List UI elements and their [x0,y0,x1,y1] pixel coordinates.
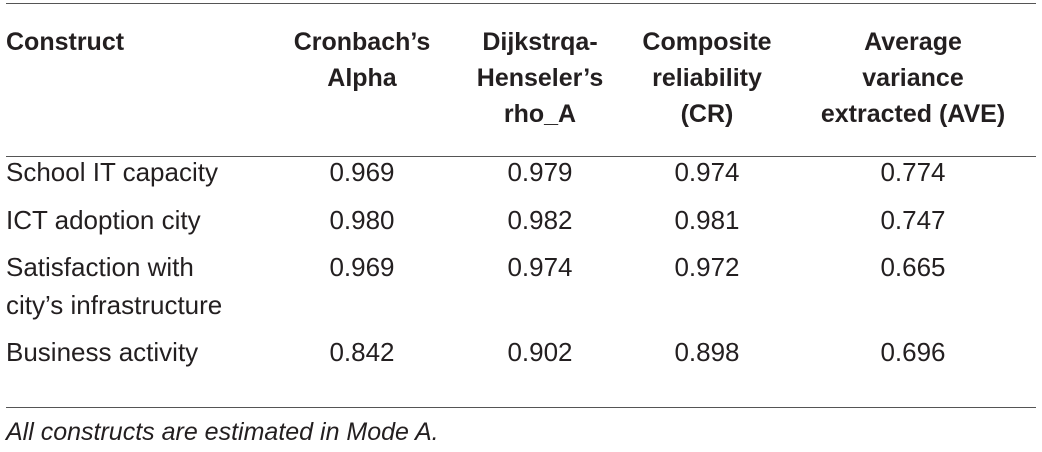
header-construct-line-1: Construct [6,28,125,56]
cell-ave: 0.696 [880,337,946,367]
cell-rho-a: 0.902 [507,337,573,367]
construct-line: city’s infrastructure [6,290,223,320]
header-cronbach-alpha: Cronbach’s Alpha [268,4,456,136]
cell-ave: 0.747 [880,205,946,235]
table-top-rule [6,3,1036,4]
cell-construct: Business activity [6,324,268,371]
table-header-row: Construct Cronbach’s Alpha Dijkstrqa- He… [6,4,1036,136]
cell-alpha: 0.969 [329,252,395,282]
cell-ave: 0.774 [880,157,946,187]
cell-construct: ICT adoption city [6,191,268,239]
cell-construct: School IT capacity [6,136,268,191]
table-row: ICT adoption city 0.980 0.982 0.981 0.74… [6,191,1036,239]
reliability-table: Construct Cronbach’s Alpha Dijkstrqa- He… [6,4,1036,371]
cell-alpha: 0.842 [329,337,395,367]
header-rho-a: Dijkstrqa- Henseler’s rho_A [456,4,624,136]
cell-construct: Satisfaction with city’s infrastructure [6,239,268,324]
table-row: School IT capacity 0.969 0.979 0.974 0.7… [6,136,1036,191]
table-row: Satisfaction with city’s infrastructure … [6,239,1036,324]
cell-cr: 0.898 [674,337,740,367]
header-line: extracted (AVE) [820,100,1006,128]
header-construct: Construct [6,4,268,136]
header-line: Composite [642,28,772,56]
cell-ave: 0.665 [880,252,946,282]
cell-rho-a: 0.979 [507,157,573,187]
header-line: Alpha [327,64,397,92]
cell-rho-a: 0.974 [507,252,573,282]
header-line: Dijkstrqa- [482,28,598,56]
header-line: Cronbach’s [293,28,431,56]
table-bottom-rule [6,407,1036,408]
header-line: variance [862,64,964,92]
construct-line: School IT capacity [6,157,218,187]
cell-alpha: 0.980 [329,205,395,235]
table-row: Business activity 0.842 0.902 0.898 0.69… [6,324,1036,371]
cell-cr: 0.974 [674,157,740,187]
cell-rho-a: 0.982 [507,205,573,235]
cell-cr: 0.981 [674,205,740,235]
cell-cr: 0.972 [674,252,740,282]
construct-line: Business activity [6,337,199,367]
header-line: Henseler’s [476,64,604,92]
construct-line: ICT adoption city [6,205,201,235]
header-line: (CR) [680,100,734,128]
table-header-rule [6,156,1036,157]
header-line: Average [864,28,962,56]
header-line: rho_A [503,100,577,128]
header-ave: Average variance extracted (AVE) [790,4,1036,136]
table-footnote: All constructs are estimated in Mode A. [6,418,439,446]
header-line: reliability [652,64,762,92]
header-composite-reliability: Composite reliability (CR) [624,4,790,136]
construct-line: Satisfaction with [6,252,194,282]
cell-alpha: 0.969 [329,157,395,187]
